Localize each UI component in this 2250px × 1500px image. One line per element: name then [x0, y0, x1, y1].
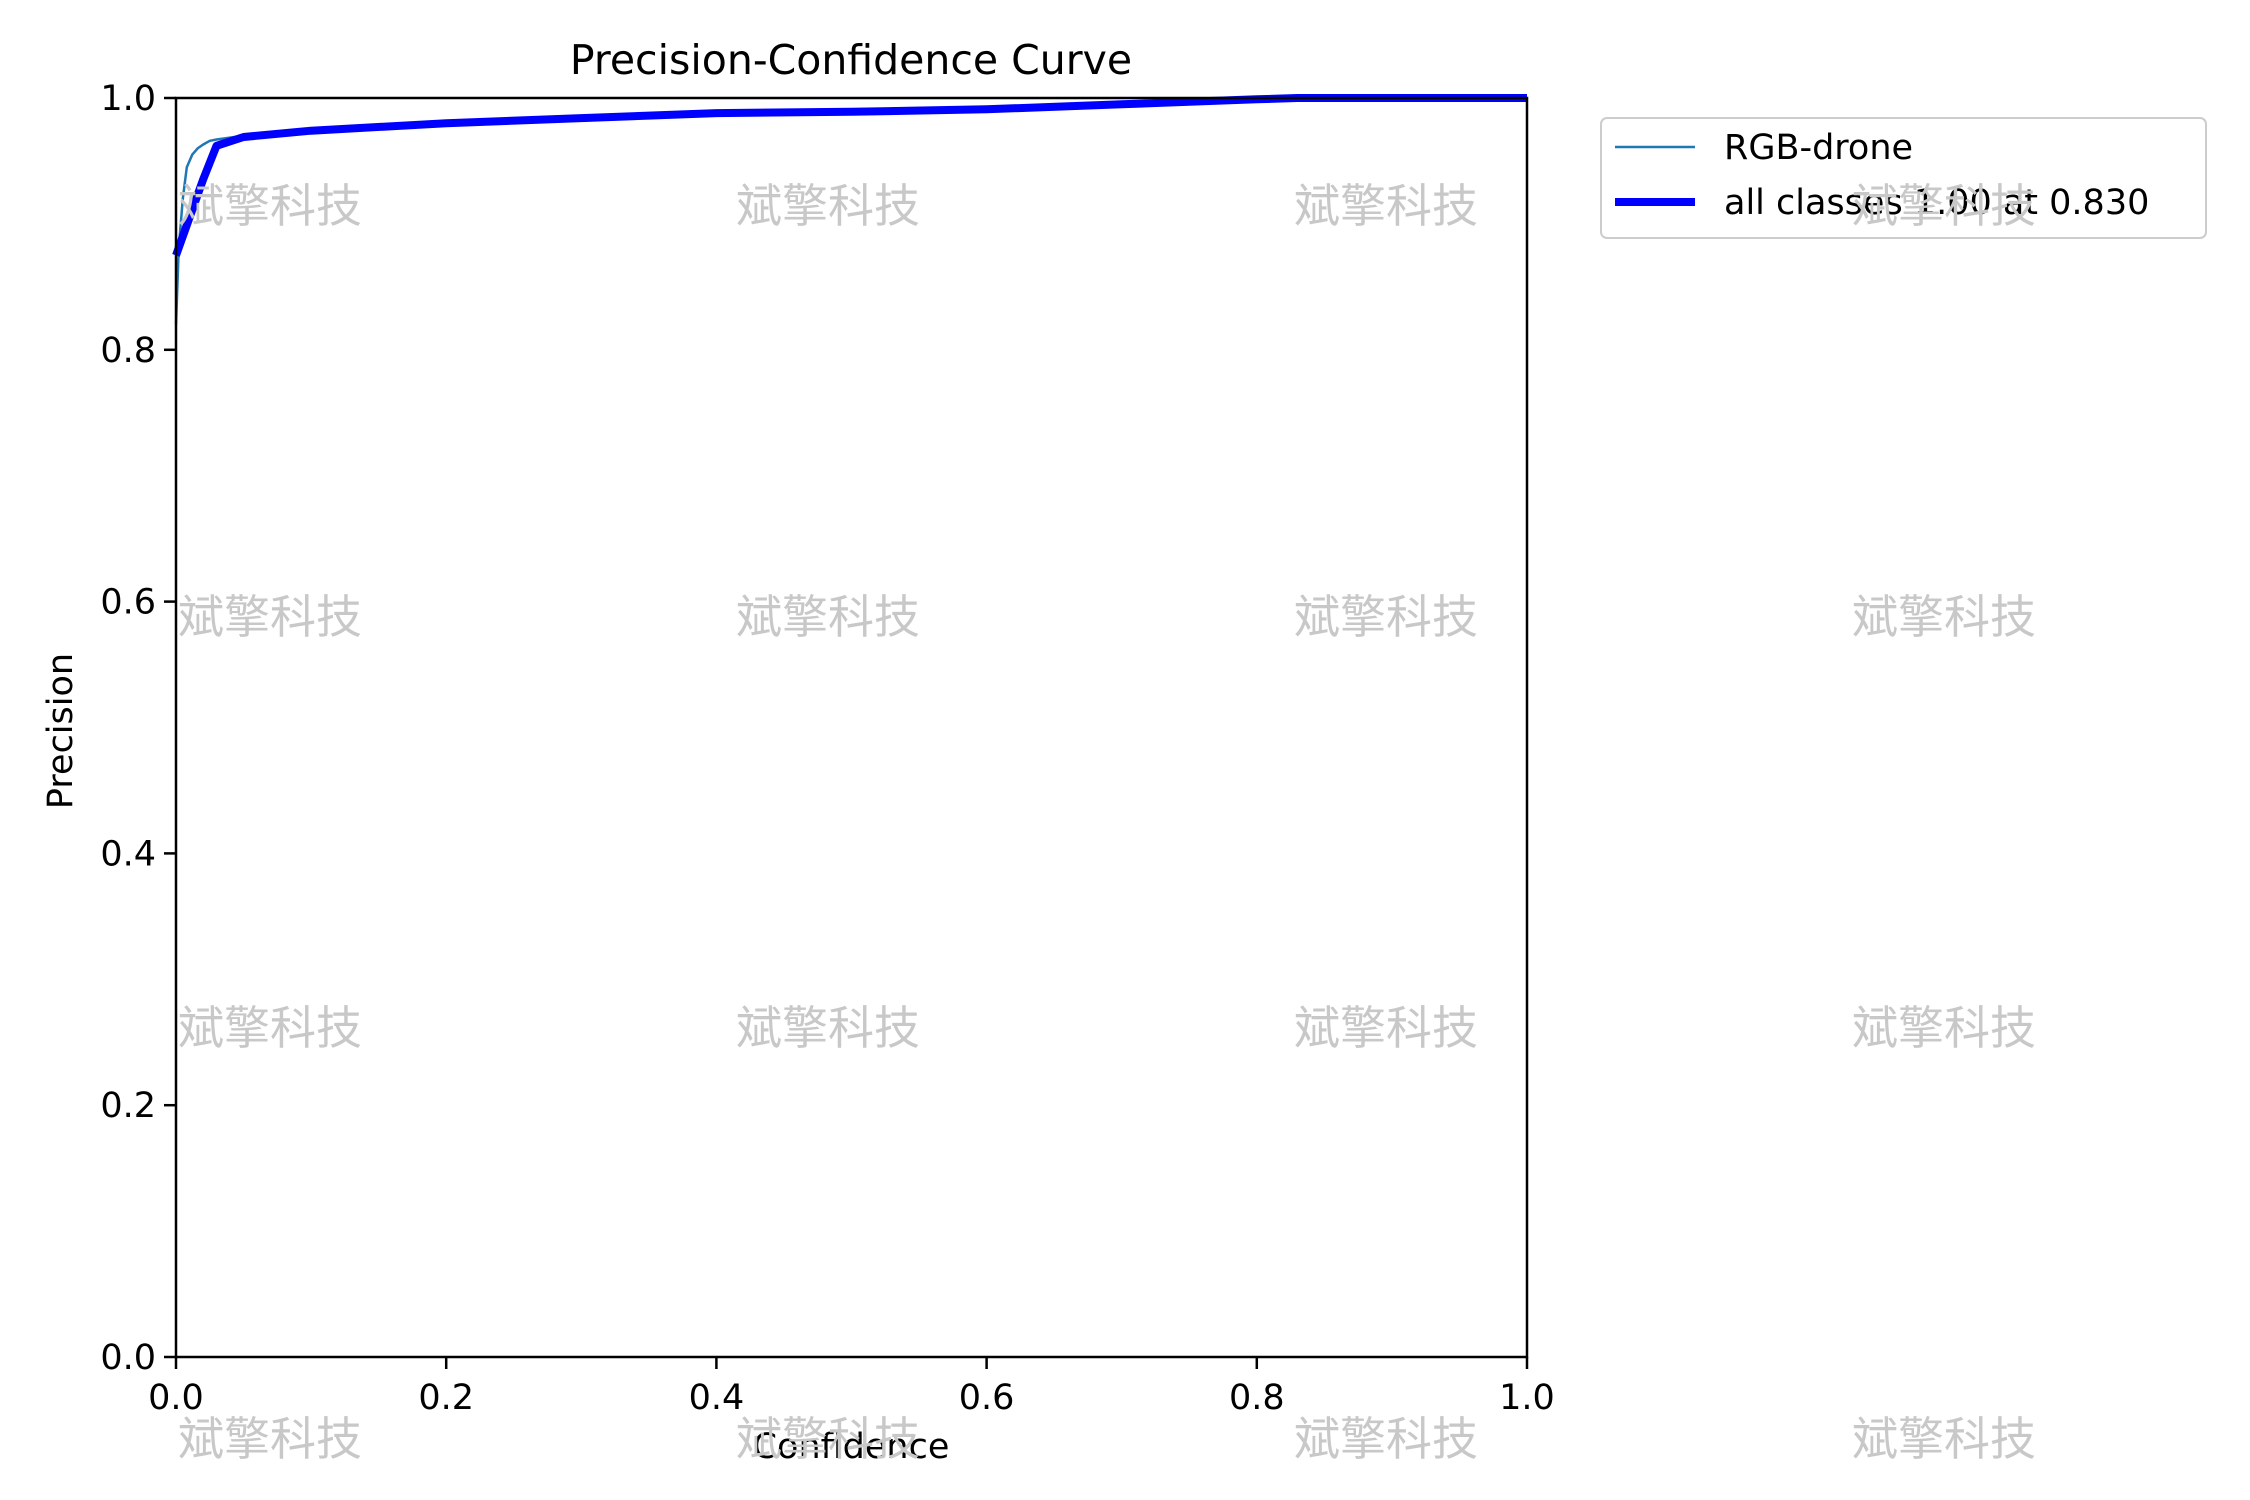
watermark-text: 斌擎科技: [178, 1412, 362, 1466]
x-tick-label: 0.0: [148, 1378, 204, 1418]
watermark-text: 斌擎科技: [736, 1412, 920, 1466]
x-tick-label: 0.6: [959, 1378, 1015, 1418]
watermark-text: 斌擎科技: [178, 179, 362, 233]
watermark-text: 斌擎科技: [1294, 590, 1478, 644]
y-tick-label: 1.0: [100, 79, 156, 119]
x-tick-label: 1.0: [1499, 1378, 1555, 1418]
watermark-text: 斌擎科技: [1852, 590, 2036, 644]
x-tick-label: 0.2: [418, 1378, 474, 1418]
watermark-text: 斌擎科技: [1852, 1412, 2036, 1466]
y-tick-label: 0.8: [100, 331, 156, 371]
watermark-text: 斌擎科技: [1852, 1001, 2036, 1055]
legend-box: [1600, 117, 2207, 239]
watermark-text: 斌擎科技: [736, 1001, 920, 1055]
watermark-text: 斌擎科技: [736, 179, 920, 233]
watermark-layer: 斌擎科技 斌擎科技 斌擎科技 斌擎科技 斌擎科技 斌擎科技 斌擎科技 斌擎科技 …: [178, 179, 2036, 1466]
x-axis-ticks: 0.0 0.2 0.4 0.6 0.8 1.0: [148, 1357, 1555, 1418]
chart-title: Precision-Confidence Curve: [570, 36, 1132, 84]
y-tick-label: 0.0: [100, 1338, 156, 1378]
watermark-text: 斌擎科技: [736, 590, 920, 644]
legend-label-all-classes: all classes 1.00 at 0.830: [1724, 183, 2149, 223]
x-axis-label: Confidence: [753, 1427, 950, 1467]
x-tick-label: 0.8: [1229, 1378, 1285, 1418]
watermark-text: 斌擎科技: [1852, 179, 2036, 233]
watermark-text: 斌擎科技: [1294, 1001, 1478, 1055]
plot-frame: [174, 96, 1529, 1359]
y-axis-ticks: 0.0 0.2 0.4 0.6 0.8 1.0: [100, 79, 176, 1378]
watermark-text: 斌擎科技: [1294, 179, 1478, 233]
watermark-text: 斌擎科技: [178, 1001, 362, 1055]
y-axis-label: Precision: [41, 653, 81, 809]
y-tick-label: 0.2: [100, 1086, 156, 1126]
watermark-text: 斌擎科技: [1294, 1412, 1478, 1466]
legend-label-rgb-drone: RGB-drone: [1724, 128, 1913, 168]
x-tick-label: 0.4: [689, 1378, 745, 1418]
watermark-text: 斌擎科技: [178, 590, 362, 644]
y-tick-label: 0.6: [100, 583, 156, 623]
y-tick-label: 0.4: [100, 834, 156, 874]
legend: RGB-drone all classes 1.00 at 0.830: [1600, 117, 2207, 239]
